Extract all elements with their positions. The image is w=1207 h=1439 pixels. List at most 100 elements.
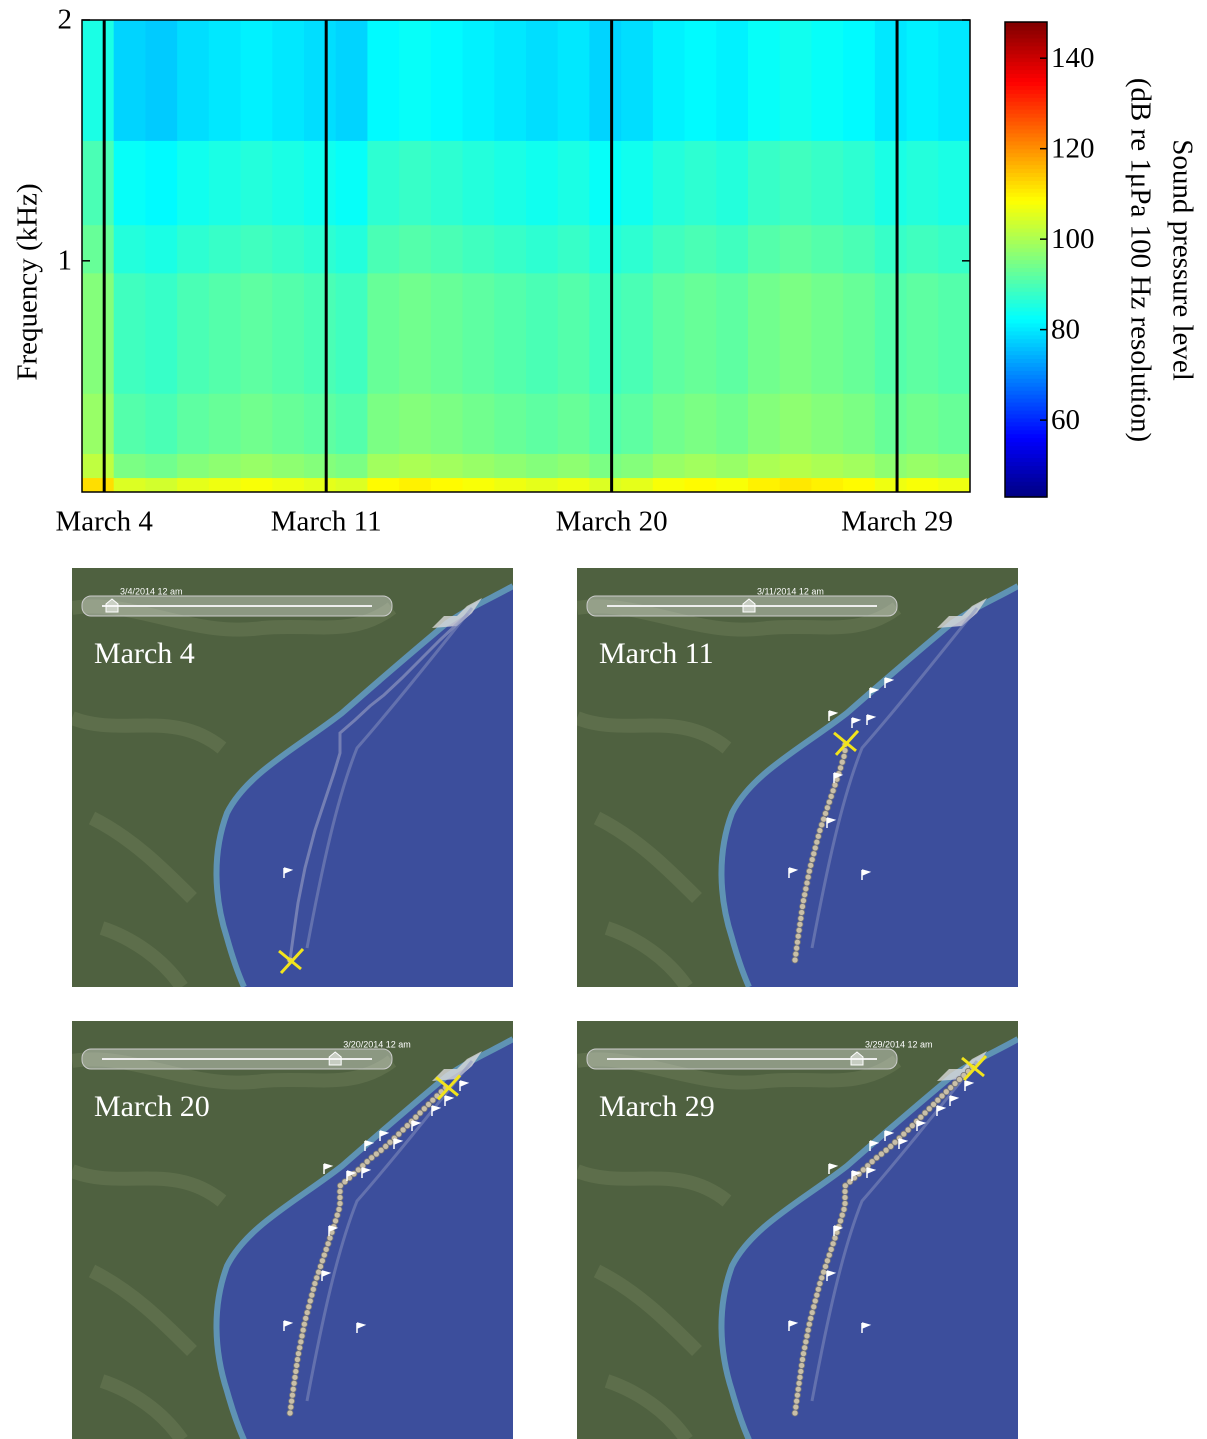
colorbar-slice: [1005, 461, 1047, 466]
flag: [411, 1120, 422, 1131]
heat-cell: [145, 477, 178, 493]
heat-cell: [906, 140, 939, 226]
heat-cell: [82, 140, 115, 226]
heat-cell: [938, 272, 971, 394]
colorbar-slice: [1005, 53, 1047, 59]
flag: [356, 1322, 367, 1333]
flag: [833, 772, 844, 783]
track-dot: [800, 897, 807, 905]
heat-cell: [367, 453, 400, 479]
track-dot: [804, 873, 812, 881]
colorbar-slice: [1005, 445, 1047, 451]
track-dot: [904, 1126, 912, 1134]
map-label: March 4: [94, 637, 195, 670]
heat-cell: [82, 272, 115, 394]
heat-cell: [208, 224, 242, 274]
heat-cell: [938, 393, 971, 454]
track-dot: [810, 850, 818, 858]
colorbar-slice: [1005, 208, 1047, 213]
colorbar-slice: [1005, 334, 1047, 340]
heat-cell: [843, 453, 876, 479]
heat-cell: [430, 477, 464, 493]
colorbar-slice: [1005, 152, 1047, 158]
heat-cell: [399, 453, 432, 479]
track-dot: [286, 1409, 294, 1417]
colorbar-slice: [1005, 386, 1047, 391]
heat-cell: [494, 20, 527, 141]
heat-cell: [367, 477, 400, 493]
heat-cell: [399, 224, 432, 274]
colorbar-slice: [1005, 81, 1047, 86]
heat-cell: [526, 393, 559, 454]
track-dot: [292, 1368, 300, 1375]
colorbar-slice: [1005, 417, 1047, 423]
colorbar-slice: [1005, 307, 1047, 312]
flag: [828, 710, 839, 721]
heat-cell: [208, 140, 242, 226]
heat-cell: [811, 477, 844, 493]
track-dot: [829, 1240, 837, 1248]
heat-cell: [82, 20, 115, 141]
track-dot: [800, 1350, 807, 1358]
track-dot: [291, 1373, 299, 1381]
heat-cell: [716, 140, 749, 226]
heat-cell: [843, 20, 876, 141]
colorbar-slice: [1005, 41, 1047, 47]
track-dot: [313, 1274, 321, 1282]
track-dot: [395, 1130, 403, 1138]
heat-cell: [748, 20, 781, 141]
heat-cell: [811, 272, 844, 394]
flag: [884, 677, 895, 688]
track-dot: [840, 752, 848, 760]
colorbar-frame: [1004, 21, 1048, 498]
heat-cell: [304, 393, 337, 454]
track-dot: [825, 1251, 833, 1259]
track-dot: [335, 1205, 343, 1213]
map-label: March 11: [599, 637, 714, 670]
colorbar-slice: [1005, 188, 1047, 193]
timestamp: 3/29/2014 12 am: [865, 1039, 933, 1049]
track-dot: [297, 1338, 305, 1346]
heat-cell: [652, 477, 686, 493]
heat-cell: [779, 272, 812, 394]
heat-cell: [399, 20, 432, 141]
heat-cell: [843, 140, 876, 226]
colorbar-slice: [1005, 200, 1047, 205]
track-dot: [326, 1234, 334, 1242]
heat-cell: [526, 272, 559, 394]
heat-cell: [716, 272, 749, 394]
heat-cell: [272, 393, 305, 454]
track-dot: [837, 1217, 844, 1225]
flag: [833, 1225, 844, 1236]
bathymetry: [810, 607, 979, 949]
heat-cell: [113, 453, 146, 479]
colorbar-slice: [1005, 113, 1047, 118]
colorbar-slice: [1005, 33, 1047, 39]
flag: [851, 1170, 862, 1181]
heat-cell: [240, 477, 273, 493]
heat-cell: [494, 140, 527, 226]
flag: [866, 714, 877, 725]
heat-cell: [335, 20, 368, 141]
track-dot: [838, 1211, 846, 1219]
track-dot: [799, 903, 806, 910]
colorbar-slice: [1005, 259, 1047, 265]
track-dot: [942, 1088, 950, 1096]
track-dot: [795, 926, 803, 934]
track-dot: [807, 1314, 815, 1322]
heat-cell: [589, 140, 622, 226]
heat-cell: [843, 272, 876, 394]
track-dot: [336, 1188, 344, 1195]
heat-cell: [874, 20, 908, 141]
colorbar-slice: [1005, 267, 1047, 272]
x-tick-label: March 11: [271, 506, 382, 538]
heat-cell: [335, 272, 368, 394]
track-dot: [868, 1158, 876, 1166]
map-panel: 3/29/2014 12 am March 29: [577, 1021, 1018, 1439]
track-dot: [399, 1126, 407, 1134]
colorbar-tick-label: 120: [1051, 132, 1095, 164]
x-tick-label: March 29: [841, 506, 953, 538]
flag: [788, 867, 799, 878]
flag: [283, 1320, 294, 1331]
heat-cell: [906, 20, 939, 141]
